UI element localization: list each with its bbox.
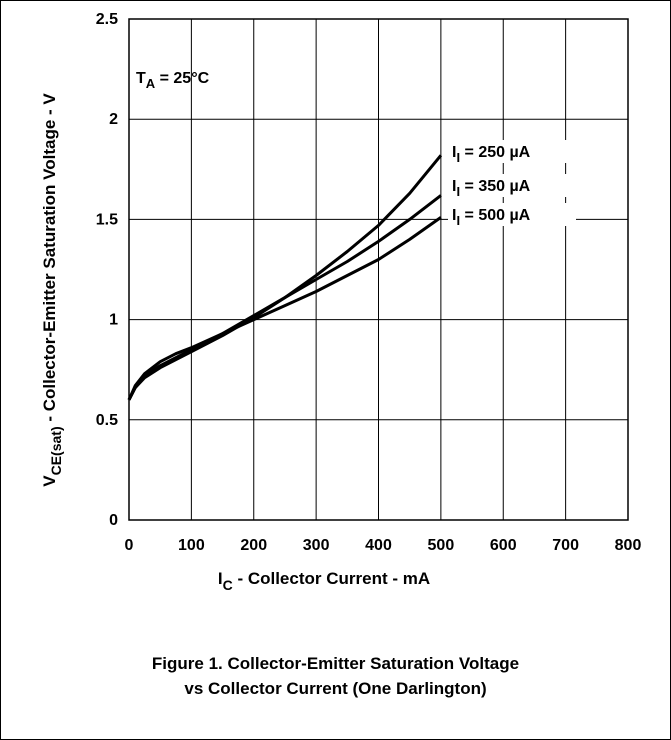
x-axis-label: IC - Collector Current - mA — [218, 569, 430, 593]
tick-labels: 0 100 200 300 400 500 600 700 800 0 0.5 1 1.5 2 2.5 — [96, 11, 642, 554]
y-tick-label: 2.5 — [96, 11, 118, 28]
x-tick-label: 200 — [240, 537, 267, 554]
series-label: II = 250 µA — [452, 144, 531, 165]
x-tick-label: 500 — [428, 537, 455, 554]
x-tick-label: 700 — [552, 537, 579, 554]
x-tick-label: 600 — [490, 537, 517, 554]
series-lines — [127, 154, 443, 401]
series-label-background — [448, 174, 576, 197]
series-line — [127, 216, 442, 401]
y-tick-label: 1.5 — [96, 211, 118, 228]
series-label: II = 500 µA — [452, 207, 531, 228]
y-tick-label: 2 — [109, 111, 118, 128]
x-tick-label: 400 — [365, 537, 392, 554]
temperature-annotation: TA = 25°C — [136, 70, 210, 91]
y-tick-label: 0 — [109, 512, 118, 529]
y-axis-label: VCE(sat) - Collector-Emitter Saturation … — [40, 93, 64, 487]
series-line — [127, 154, 443, 401]
figure-caption-line-1: Figure 1. Collector-Emitter Saturation V… — [151, 654, 520, 673]
y-tick-label: 0.5 — [96, 412, 118, 429]
series-line — [127, 194, 442, 401]
series-label-background — [448, 140, 576, 163]
series-label: II = 350 µA — [452, 178, 531, 199]
figure-caption-line-2: vs Collector Current (One Darlington) — [184, 679, 487, 698]
x-tick-label: 800 — [615, 537, 642, 554]
series-label-background — [448, 203, 576, 226]
x-tick-label: 0 — [125, 537, 134, 554]
grid — [129, 19, 628, 520]
series-labels: II = 250 µA II = 350 µA II = 500 µA — [448, 140, 576, 228]
y-tick-label: 1 — [109, 312, 118, 329]
x-tick-label: 100 — [178, 537, 205, 554]
x-tick-label: 300 — [303, 537, 330, 554]
plot-area — [128, 18, 629, 521]
